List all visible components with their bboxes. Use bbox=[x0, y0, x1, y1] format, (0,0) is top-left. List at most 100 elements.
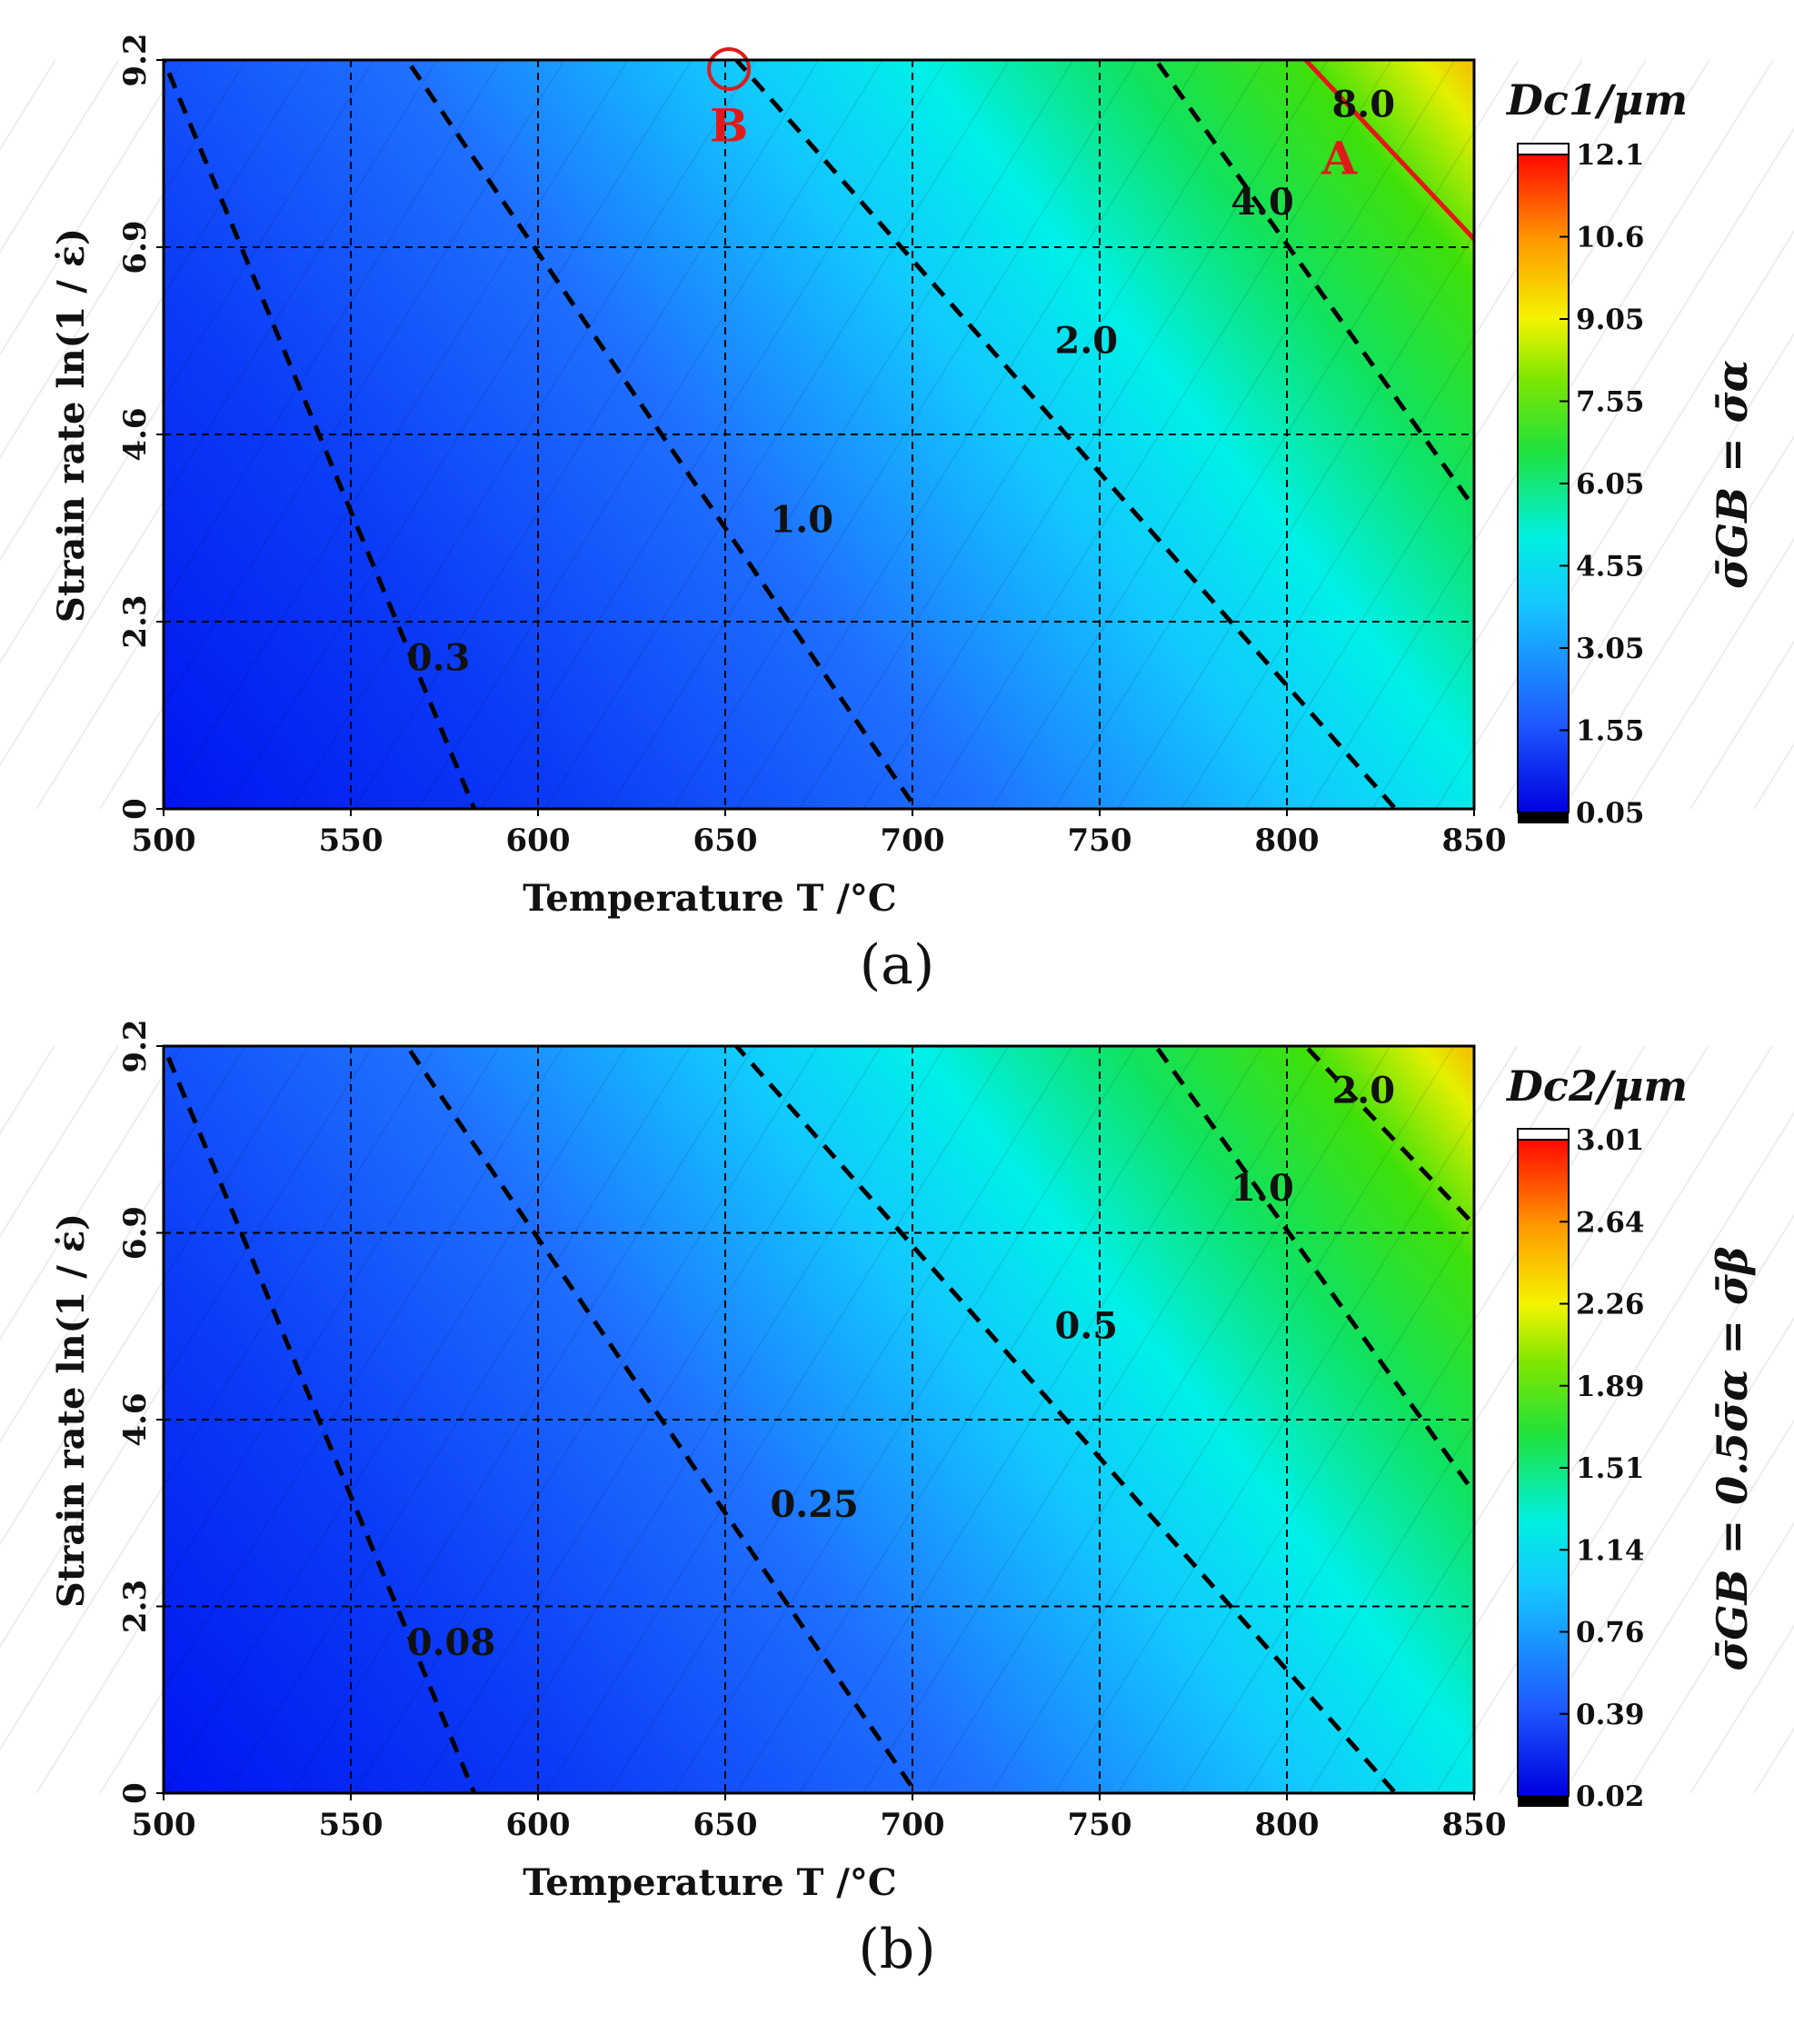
band-line bbox=[1371, 1111, 1794, 1794]
x-tick-label: 600 bbox=[506, 1807, 571, 1843]
colorbar-tick-label: 0.02 bbox=[1576, 1780, 1645, 1813]
colorbar-tick-label: 1.14 bbox=[1576, 1534, 1645, 1567]
contour-label: 1.0 bbox=[770, 498, 833, 541]
colorbar-tick-label: 1.89 bbox=[1576, 1371, 1645, 1403]
contour-label: 0.5 bbox=[1055, 1305, 1119, 1348]
contour-label: 2.0 bbox=[1331, 1070, 1395, 1112]
y-tick-label: 2.3 bbox=[117, 1580, 154, 1633]
band-line bbox=[1626, 537, 1794, 810]
band-line bbox=[0, 1045, 183, 1341]
contour-line bbox=[733, 60, 1399, 809]
band-line bbox=[0, 59, 374, 664]
colorbar-tick-label: 3.05 bbox=[1576, 633, 1645, 665]
band-line bbox=[0, 59, 184, 356]
contour-line bbox=[404, 60, 920, 809]
colorbar-tick-label: 10.6 bbox=[1576, 222, 1645, 254]
colorbar-tick-label: 7.55 bbox=[1576, 386, 1645, 419]
colorbar-side-title: σ̄GB = σ̄α bbox=[1708, 360, 1757, 589]
contour-line bbox=[1152, 1046, 1474, 1497]
y-tick-label: 2.3 bbox=[117, 594, 154, 648]
x-tick-label: 850 bbox=[1442, 1807, 1507, 1843]
contours bbox=[164, 1046, 1474, 1793]
x-tick-label: 650 bbox=[693, 823, 758, 859]
contour-line bbox=[1152, 60, 1474, 512]
y-tick-label: 6.9 bbox=[117, 1206, 154, 1260]
colorbar-under bbox=[1518, 1796, 1569, 1807]
band-line bbox=[0, 1045, 374, 1649]
marker-label: B bbox=[710, 99, 748, 153]
colorbar-title: Dc1/μm bbox=[1505, 75, 1688, 125]
x-axis-label: Temperature T /°C bbox=[523, 877, 897, 920]
y-tick-label: 6.9 bbox=[117, 220, 154, 274]
y-axis-label: Strain rate ln(1 / ε̇) bbox=[50, 1213, 93, 1608]
x-tick-label: 500 bbox=[132, 1807, 196, 1843]
x-tick-label: 650 bbox=[693, 1807, 758, 1843]
colorbar-tick-label: 4.55 bbox=[1576, 551, 1645, 583]
marker-circle bbox=[707, 47, 752, 91]
panel-label: (b) bbox=[858, 1918, 935, 1981]
band-line bbox=[1435, 1213, 1794, 1794]
colorbar-over bbox=[1517, 143, 1570, 155]
colorbar-tick-label: 2.26 bbox=[1576, 1289, 1645, 1321]
band-line bbox=[1499, 1316, 1794, 1794]
contour-label: 0.3 bbox=[407, 637, 471, 680]
marker-label: A bbox=[1321, 131, 1358, 184]
colorbar-tick-label: 12.1 bbox=[1576, 139, 1645, 172]
band-line bbox=[1499, 332, 1794, 810]
colorbar-tick-label: 1.55 bbox=[1576, 715, 1645, 748]
band-line bbox=[1244, 1045, 1709, 1794]
contour-line bbox=[164, 1046, 477, 1793]
panel-b: 0.08 0.25 0.5 1.0 2.0 500 550 600 650 700 750 800 85… bbox=[0, 1019, 1794, 1981]
y-tick-label: 9.2 bbox=[117, 1019, 154, 1072]
band-line bbox=[1689, 640, 1794, 810]
colorbar-a: 0.05 1.55 3.05 4.55 6.05 7.55 9.05 10.6 12.1 bbox=[1517, 139, 1645, 830]
band-line bbox=[0, 59, 311, 562]
x-tick-label: 550 bbox=[319, 823, 384, 859]
x-axis-label: Temperature T /°C bbox=[523, 1861, 897, 1904]
colorbar-tick-label: 0.05 bbox=[1576, 797, 1645, 830]
contour-line bbox=[404, 1046, 920, 1793]
band-line bbox=[0, 1045, 119, 1238]
y-axis-label: Strain rate ln(1 / ε̇) bbox=[50, 228, 93, 623]
band-line bbox=[0, 59, 247, 459]
band-line bbox=[1562, 1419, 1794, 1794]
contour-line bbox=[1302, 60, 1474, 243]
contour-line bbox=[733, 1046, 1399, 1793]
band-line bbox=[0, 1045, 55, 1136]
band-line bbox=[1435, 229, 1794, 810]
band-line bbox=[0, 59, 56, 152]
colorbar-tick-label: 1.51 bbox=[1576, 1452, 1645, 1485]
panel-label: (a) bbox=[860, 933, 935, 997]
x-tick-label: 600 bbox=[506, 823, 571, 859]
colorbar-title: Dc2/μm bbox=[1505, 1062, 1688, 1111]
grid bbox=[164, 60, 1474, 809]
y-tick-label: 4.6 bbox=[117, 1392, 154, 1446]
contour-label: 1.0 bbox=[1231, 1167, 1294, 1210]
band-line bbox=[0, 59, 120, 254]
x-tick-label: 750 bbox=[1068, 1807, 1132, 1843]
heatmap-a: 0.3 1.0 2.0 4.0 8.0 A B 500 550 600 650 700 750 800 85… bbox=[0, 33, 1794, 859]
colorbar-tick-label: 0.76 bbox=[1576, 1617, 1645, 1650]
contour-label: 4.0 bbox=[1231, 181, 1294, 224]
contour-label: 2.0 bbox=[1055, 319, 1119, 362]
contour-label: 0.25 bbox=[770, 1483, 858, 1526]
contour-line bbox=[164, 60, 477, 809]
colorbar-tick-label: 9.05 bbox=[1576, 304, 1645, 336]
colorbar-under bbox=[1518, 813, 1569, 823]
contours bbox=[164, 60, 1474, 809]
y-tick-label: 4.6 bbox=[117, 407, 154, 461]
y-tick-label: 0 bbox=[117, 1782, 154, 1804]
x-tick-label: 500 bbox=[132, 823, 196, 859]
band-line bbox=[0, 1045, 246, 1443]
x-tick-label: 750 bbox=[1068, 823, 1132, 859]
band-line bbox=[1562, 434, 1794, 810]
panel-a: 0.3 1.0 2.0 4.0 8.0 A B 500 550 600 650 700 750 800 85… bbox=[0, 33, 1794, 997]
colorbar-tick-label: 2.64 bbox=[1576, 1206, 1645, 1239]
y-tick-label: 0 bbox=[117, 798, 154, 820]
contour-label: 8.0 bbox=[1331, 84, 1395, 126]
colorbar-tick-label: 3.01 bbox=[1576, 1124, 1645, 1157]
colorbar-tick-label: 6.05 bbox=[1576, 468, 1645, 501]
colorbar-side-title: σ̄GB = 0.5σ̄α = σ̄β bbox=[1708, 1246, 1757, 1670]
x-tick-label: 800 bbox=[1255, 823, 1320, 859]
